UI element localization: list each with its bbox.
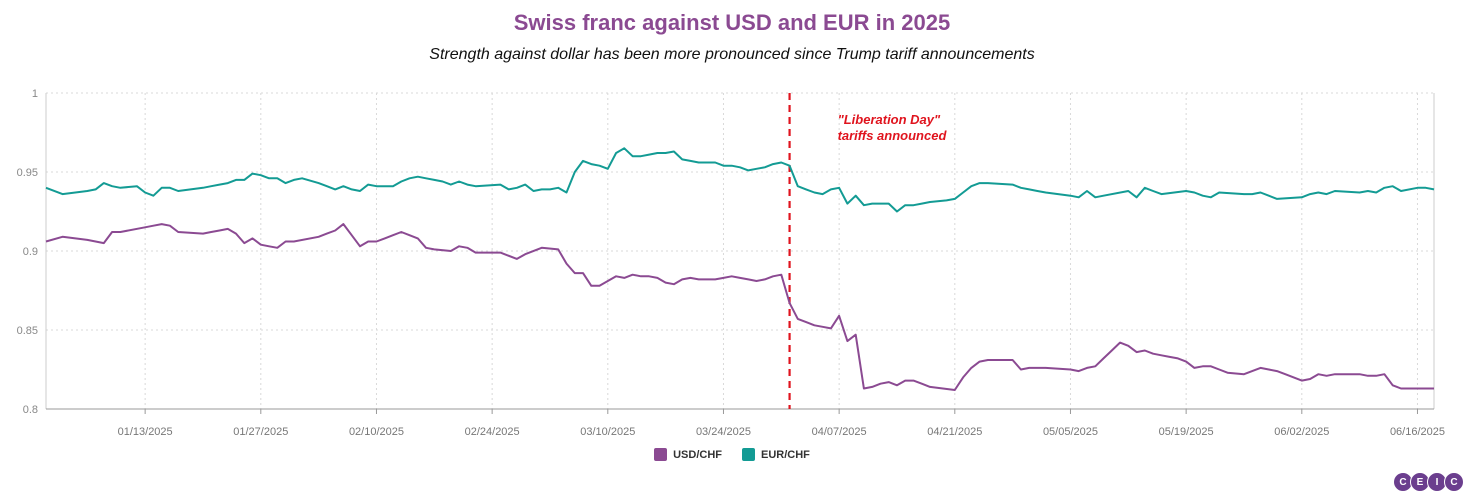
x-tick-label: 05/05/2025 [1043, 426, 1098, 438]
x-tick-label: 01/13/2025 [118, 426, 173, 438]
x-tick-label: 04/07/2025 [812, 426, 867, 438]
x-tick-label: 05/19/2025 [1159, 426, 1214, 438]
x-tick-label: 02/24/2025 [465, 426, 520, 438]
legend-label-usdchf: USD/CHF [673, 448, 722, 461]
y-tick-label: 1 [32, 88, 38, 100]
chart-title: Swiss franc against USD and EUR in 2025 [513, 10, 951, 35]
x-tick-label: 02/10/2025 [349, 426, 404, 438]
logo-letter: C [1444, 472, 1464, 492]
legend-item-eurchf[interactable]: EUR/CHF [742, 448, 810, 461]
annotation-text: tariffs announced [838, 128, 948, 143]
series-line-eurchf [45, 147, 1435, 213]
y-tick-label: 0.9 [23, 246, 38, 258]
x-tick-label: 03/24/2025 [696, 426, 751, 438]
x-tick-label: 04/21/2025 [927, 426, 982, 438]
y-tick-label: 0.85 [17, 325, 38, 337]
x-tick-label: 06/02/2025 [1274, 426, 1329, 438]
series-line-usdchf [45, 223, 1434, 391]
x-tick-label: 06/16/2025 [1390, 426, 1445, 438]
legend-label-eurchf: EUR/CHF [761, 448, 810, 461]
annotation-text: "Liberation Day" [838, 112, 941, 127]
chart-subtitle: Strength against dollar has been more pr… [429, 46, 1035, 63]
legend-item-usdchf[interactable]: USD/CHF [654, 448, 722, 461]
y-tick-label: 0.95 [17, 167, 38, 179]
legend-swatch-eurchf [742, 448, 755, 461]
logo-letter: C [1393, 472, 1413, 492]
y-tick-label: 0.8 [23, 404, 38, 416]
x-tick-label: 01/27/2025 [233, 426, 288, 438]
x-tick-label: 03/10/2025 [580, 426, 635, 438]
legend: USD/CHF EUR/CHF [0, 448, 1464, 461]
legend-swatch-usdchf [654, 448, 668, 461]
ceic-logo: C E I C [1393, 472, 1464, 492]
